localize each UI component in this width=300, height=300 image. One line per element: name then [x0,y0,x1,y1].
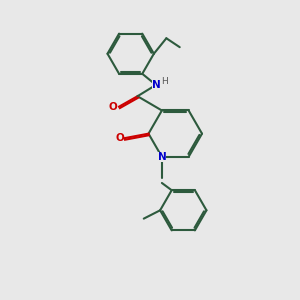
Text: O: O [108,102,117,112]
Text: H: H [161,77,168,86]
Text: N: N [158,152,166,162]
Text: O: O [115,133,124,143]
Text: N: N [152,80,160,90]
